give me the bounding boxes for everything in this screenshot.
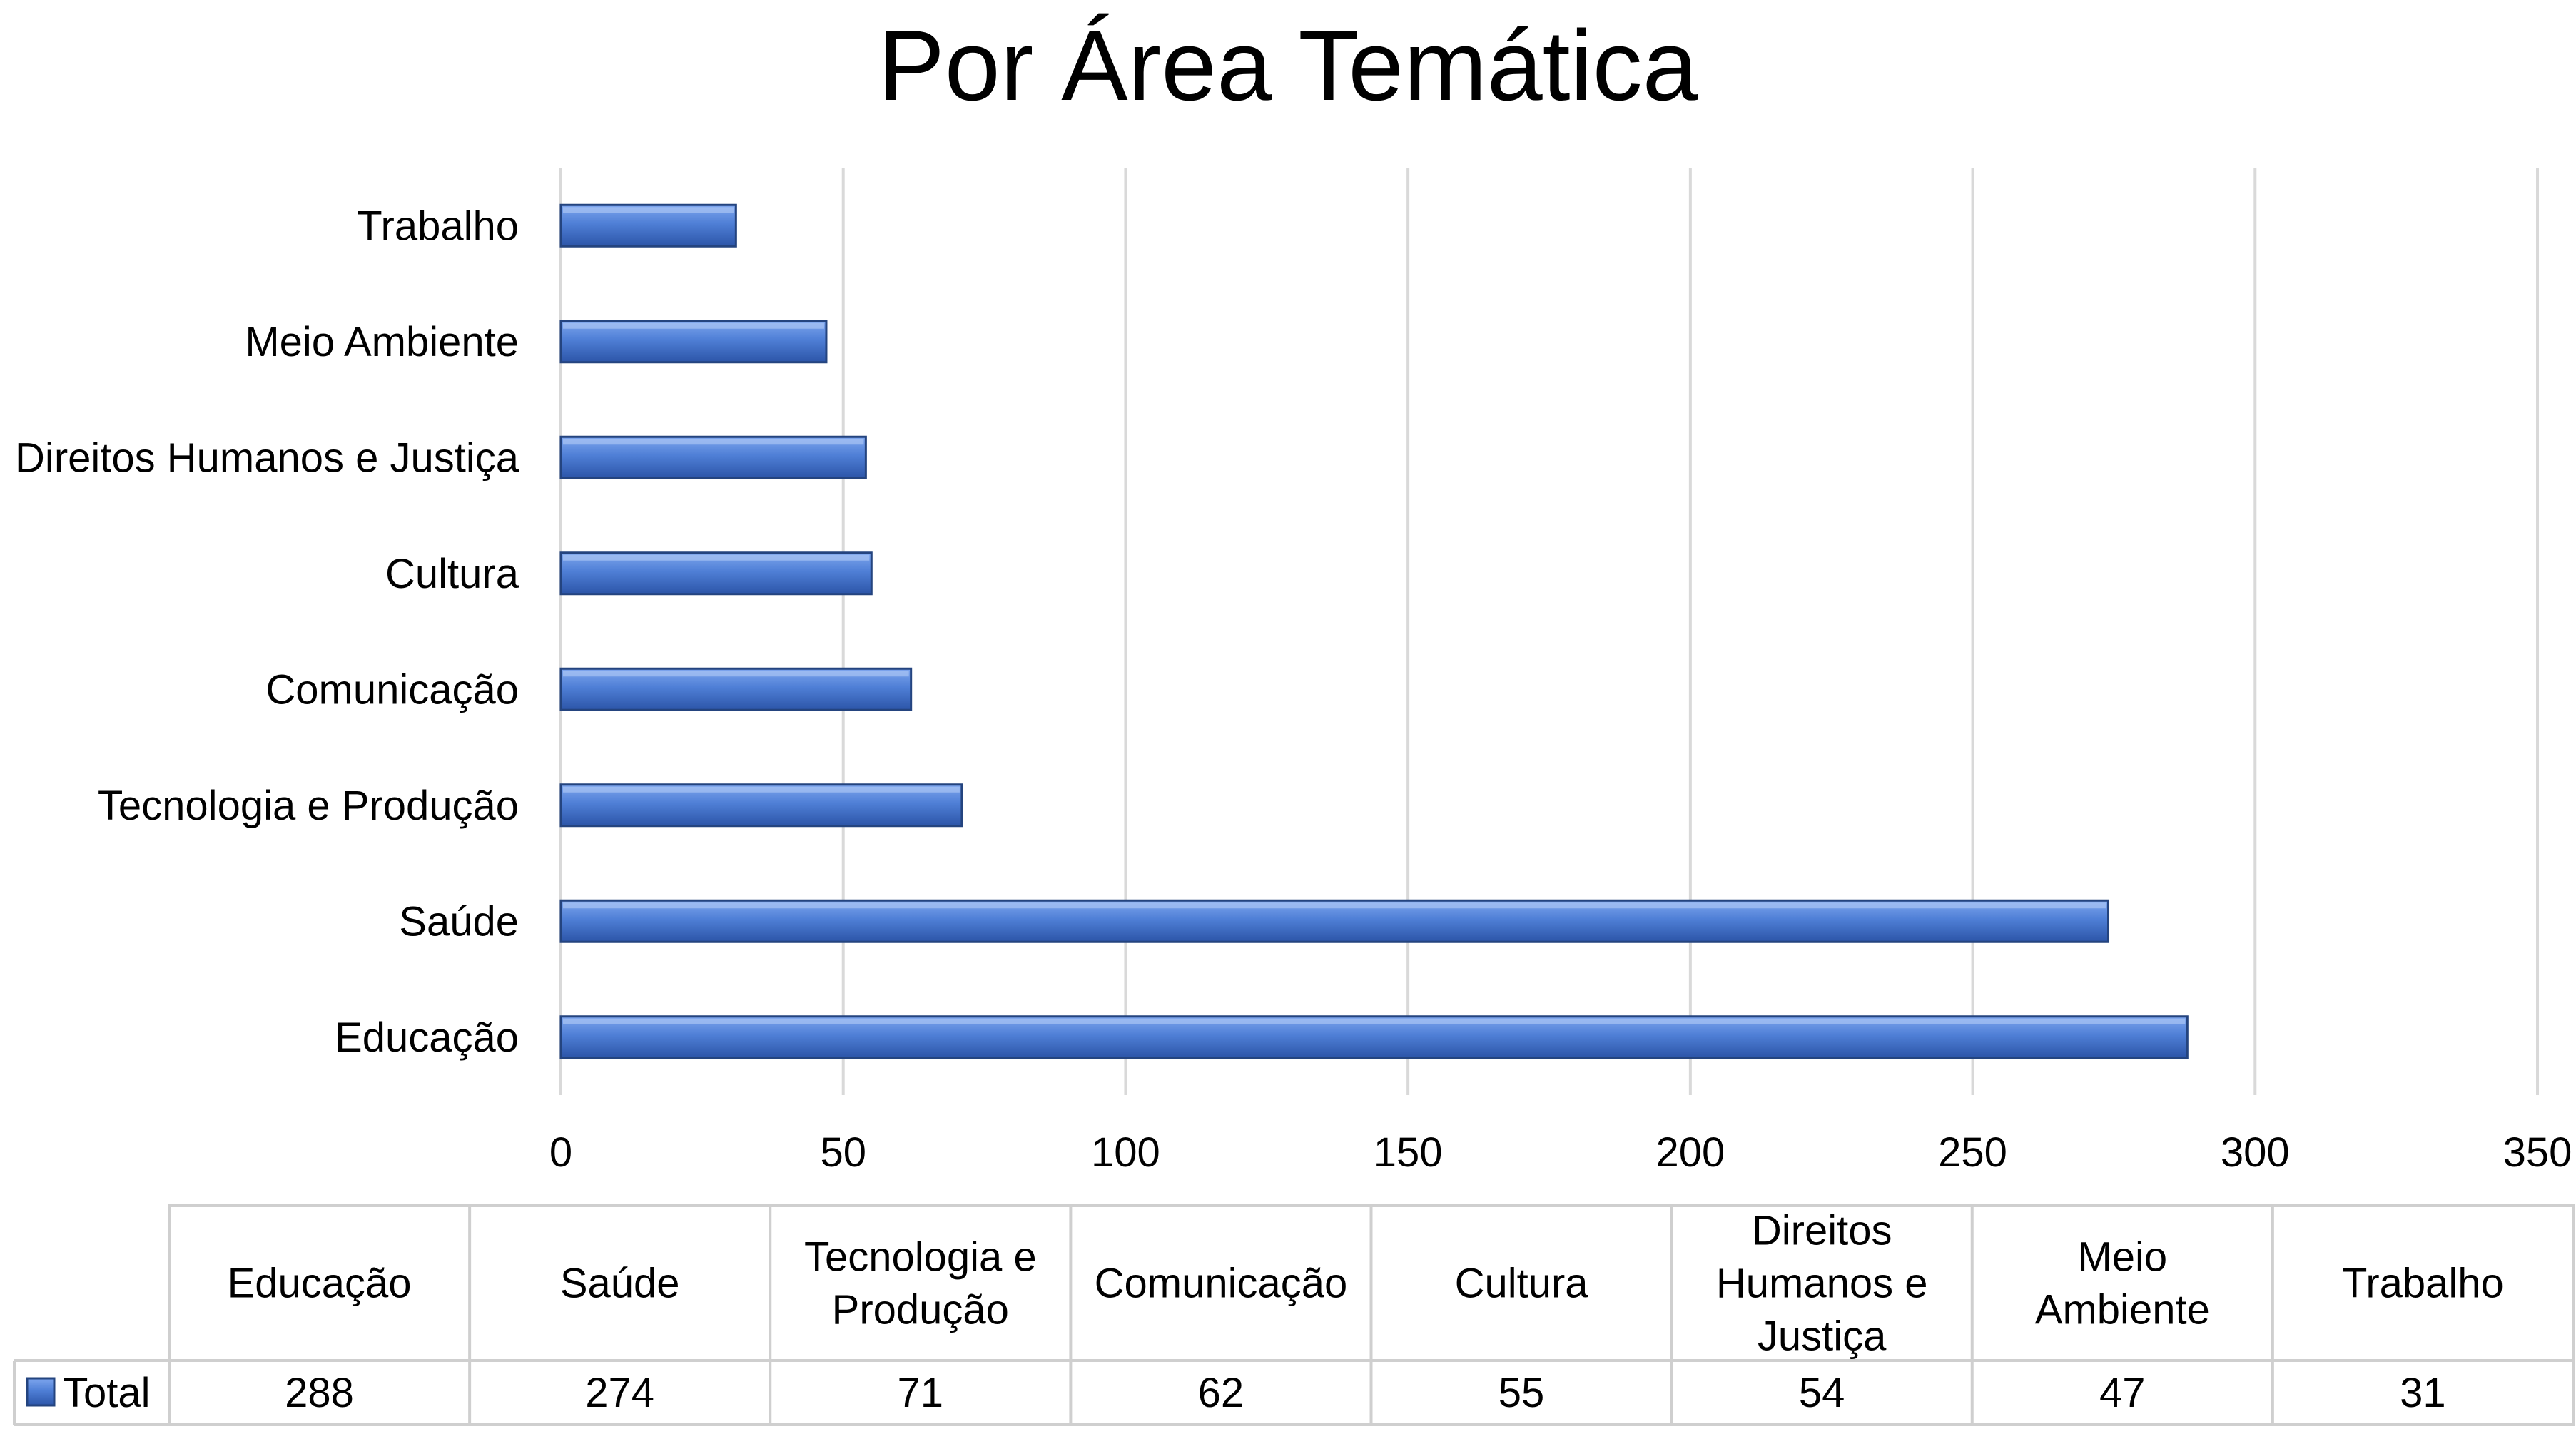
table-value-cell: 62 [1198, 1370, 1244, 1416]
bar-highlight [563, 439, 864, 445]
category-label: Saúde [399, 898, 519, 945]
x-tick-label: 250 [1938, 1129, 2007, 1176]
x-tick-label: 200 [1655, 1129, 1725, 1176]
bar-highlight [563, 1018, 2186, 1024]
x-tick-label: 150 [1374, 1129, 1443, 1176]
category-label: Cultura [385, 551, 519, 597]
chart-title: Por Área Temática [878, 9, 1698, 121]
category-label: Educação [335, 1015, 519, 1061]
table-value-cell: 31 [2400, 1370, 2446, 1416]
category-label: Comunicação [265, 666, 519, 713]
table-header-cell: Tecnologia e [804, 1234, 1037, 1281]
x-tick-label: 350 [2503, 1129, 2572, 1176]
table-header-cell: Ambiente [2035, 1287, 2210, 1333]
table-header-cell: Justiça [1758, 1313, 1887, 1360]
table-value-cell: 47 [2099, 1370, 2146, 1416]
table-header-cell: Cultura [1455, 1261, 1589, 1307]
legend-key-total [26, 1377, 56, 1407]
category-label: Direitos Humanos e Justiça [15, 434, 519, 481]
bar-highlight [563, 902, 2106, 909]
bar-highlight [563, 554, 870, 561]
table-header-cell: Produção [832, 1287, 1009, 1333]
bar-highlight [563, 786, 960, 793]
category-label: Trabalho [357, 203, 519, 249]
table-row-label: Total [63, 1370, 151, 1416]
table-header-cell: Direitos [1752, 1208, 1892, 1254]
bar-highlight [563, 322, 824, 329]
table-header-cell: Meio [2077, 1234, 2167, 1281]
table-value-cell: 274 [585, 1370, 654, 1416]
table-header-cell: Humanos e [1716, 1261, 1928, 1307]
x-axis-ticks: 0 50 100 150 200 250 300 350 [549, 1129, 2572, 1176]
bar-highlight [563, 207, 734, 213]
table-value-cell: 71 [898, 1370, 944, 1416]
x-tick-label: 0 [549, 1129, 572, 1176]
x-tick-label: 100 [1091, 1129, 1160, 1176]
data-table: Educação 288 Saúde 274 Tecnologia e Produção 7… [13, 1204, 2575, 1426]
category-label: Meio Ambiente [245, 319, 519, 365]
category-label: Tecnologia e Produção [98, 783, 519, 829]
category-labels: Educação Saúde Tecnologia e Produção Comuni… [15, 203, 519, 1061]
bar-highlight [563, 671, 909, 677]
table-value-cell: 55 [1499, 1370, 1545, 1416]
table-header-cell: Trabalho [2342, 1261, 2504, 1307]
x-tick-label: 50 [820, 1129, 866, 1176]
table-value-cell: 288 [285, 1370, 354, 1416]
table-header-cell: Educação [228, 1261, 412, 1307]
table-header-cell: Comunicação [1095, 1261, 1348, 1307]
bars [559, 203, 2189, 1059]
table-header-cell: Saúde [560, 1261, 680, 1307]
table-value-cell: 54 [1799, 1370, 1845, 1416]
gridlines [559, 168, 2539, 1095]
x-tick-label: 300 [2221, 1129, 2290, 1176]
